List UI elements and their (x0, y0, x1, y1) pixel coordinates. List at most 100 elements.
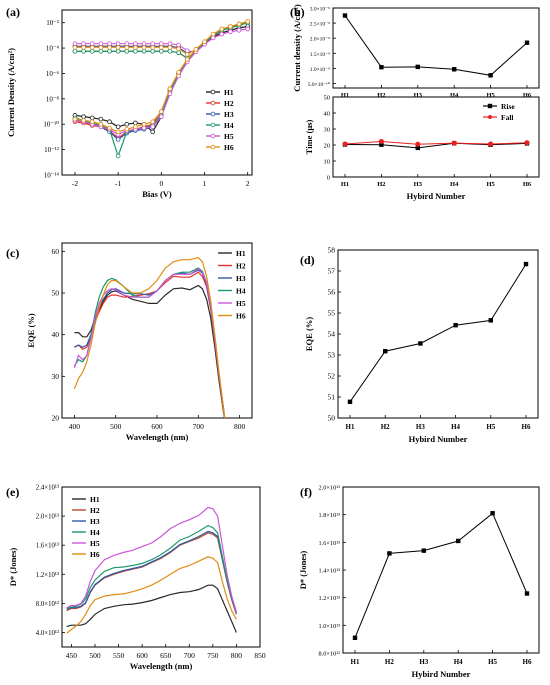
y-tick-label: 60 (52, 247, 60, 256)
x-tick-label: 750 (207, 651, 219, 660)
legend-entry-h3: H3 (218, 274, 246, 283)
panel-a: (a) -2 -1 0 1 2 10⁻² 10⁻⁴ 10⁻⁶ 10⁻⁸ 10⁻¹⁰ 10⁻¹² 10⁻¹… (6, 5, 253, 199)
series-fall (342, 138, 530, 147)
data-point (219, 26, 225, 32)
legend-marker (487, 103, 493, 109)
data-point (107, 125, 112, 131)
y-tick-label: 30 (324, 127, 331, 134)
legend-label: H5 (224, 132, 234, 141)
data-point (418, 341, 423, 346)
x-tick-label: 500 (89, 651, 101, 660)
data-point (202, 39, 207, 45)
legend-label: H1 (90, 495, 100, 504)
data-point (524, 591, 530, 596)
series-h1 (66, 584, 237, 633)
series-h4 (66, 524, 237, 613)
data-point (98, 48, 104, 54)
x-tick-label: -2 (72, 179, 78, 188)
data-point (72, 41, 78, 46)
legend-entry-h2: H2 (218, 262, 246, 271)
data-point (228, 24, 233, 29)
data-point (124, 127, 130, 132)
y-tick-label: 3.0×10⁻⁹ (310, 7, 330, 13)
legend-entry-h1: H1 (218, 249, 246, 258)
x-tick-label: 2 (246, 179, 250, 188)
x-tick-label: H1 (341, 92, 349, 99)
data-point (490, 511, 495, 516)
y-tick-label: 20 (324, 143, 331, 150)
x-axis-label: Bias (V) (142, 189, 172, 199)
x-axis-label: Hybird Number (412, 669, 471, 679)
data-point (150, 45, 155, 50)
x-tick-label: H1 (351, 658, 360, 666)
data-point (524, 140, 530, 146)
data-point (81, 114, 86, 119)
legend-entry-h5: H5 (206, 132, 234, 141)
legend-label: H1 (236, 249, 246, 258)
data-point (141, 48, 147, 54)
data-point (115, 137, 121, 142)
data-point (124, 45, 130, 50)
legend-entry-h5: H5 (218, 299, 246, 308)
data-point (141, 41, 147, 46)
plot-frame (332, 7, 540, 89)
x-tick-label: 800 (231, 651, 243, 660)
y-tick-label: 2.5×10⁻⁹ (310, 22, 330, 28)
x-tick-label: 600 (151, 422, 163, 431)
data-point (382, 349, 388, 354)
data-point (107, 41, 112, 46)
series-line (344, 15, 528, 76)
data-point (245, 26, 250, 32)
data-point (81, 41, 86, 46)
y-tick-label: 2.0×10¹³ (319, 485, 341, 492)
legend-label: H6 (90, 550, 100, 559)
series-line (66, 556, 237, 634)
data-point (133, 120, 138, 126)
data-point (89, 115, 95, 121)
y-tick-label: 10⁻⁸ (46, 95, 60, 103)
y-tick-label: 8.0×10¹² (36, 601, 59, 608)
legend-entry-h6: H6 (218, 312, 246, 321)
y-tick-label: 1.2×10¹³ (319, 595, 341, 602)
y-tick-label: 55 (328, 309, 336, 318)
y-tick-label: 1.0×10⁻⁹ (310, 67, 330, 73)
x-tick-label: H4 (451, 423, 460, 431)
data-point (228, 29, 233, 34)
x-tick-label: H4 (450, 181, 459, 188)
legend-label: H6 (236, 312, 246, 321)
y-tick-label: 1.6×10¹³ (36, 543, 59, 550)
data-point (150, 41, 155, 46)
data-point (81, 45, 86, 50)
y-tick-label: 5.0×10⁻¹⁰ (308, 81, 331, 88)
legend-label: H2 (224, 99, 234, 108)
panel-letter: (f) (300, 485, 312, 499)
plot-frame (342, 486, 540, 654)
data-point (141, 45, 147, 50)
panel-letter: (c) (6, 246, 19, 260)
legend: Rise Fall (483, 102, 515, 122)
x-tick-label: H3 (414, 92, 423, 99)
plot-frame (61, 9, 253, 176)
data-point (115, 129, 121, 135)
data-point (159, 109, 164, 114)
x-axis-label: Wavelength (nm) (130, 661, 193, 671)
y-tick-label: 10⁻¹⁴ (44, 172, 60, 180)
data-point (236, 21, 242, 27)
legend-marker (210, 144, 216, 150)
y-tick-label: 1.2×10¹³ (36, 572, 59, 579)
legend-marker (210, 133, 216, 139)
legend-label: Fall (501, 113, 514, 122)
data-point (219, 31, 225, 37)
legend-entry-h4: H4 (72, 528, 100, 537)
y-tick-label: 57 (328, 267, 336, 276)
series-line (73, 268, 226, 418)
legend-label: H3 (90, 517, 100, 526)
x-tick-label: H5 (486, 423, 495, 431)
panel-b: (b) 5.0×10⁻¹⁰ 1.0×10⁻⁹ 1.5×10⁻⁹ 2.0×10⁻⁹ 2.5×… (290, 4, 540, 201)
legend-label: H6 (224, 143, 234, 152)
data-point (133, 124, 138, 130)
y-axis-label: EQE (%) (26, 313, 36, 347)
data-point (107, 45, 112, 50)
legend-label: H2 (90, 506, 100, 515)
series-line (66, 506, 237, 613)
